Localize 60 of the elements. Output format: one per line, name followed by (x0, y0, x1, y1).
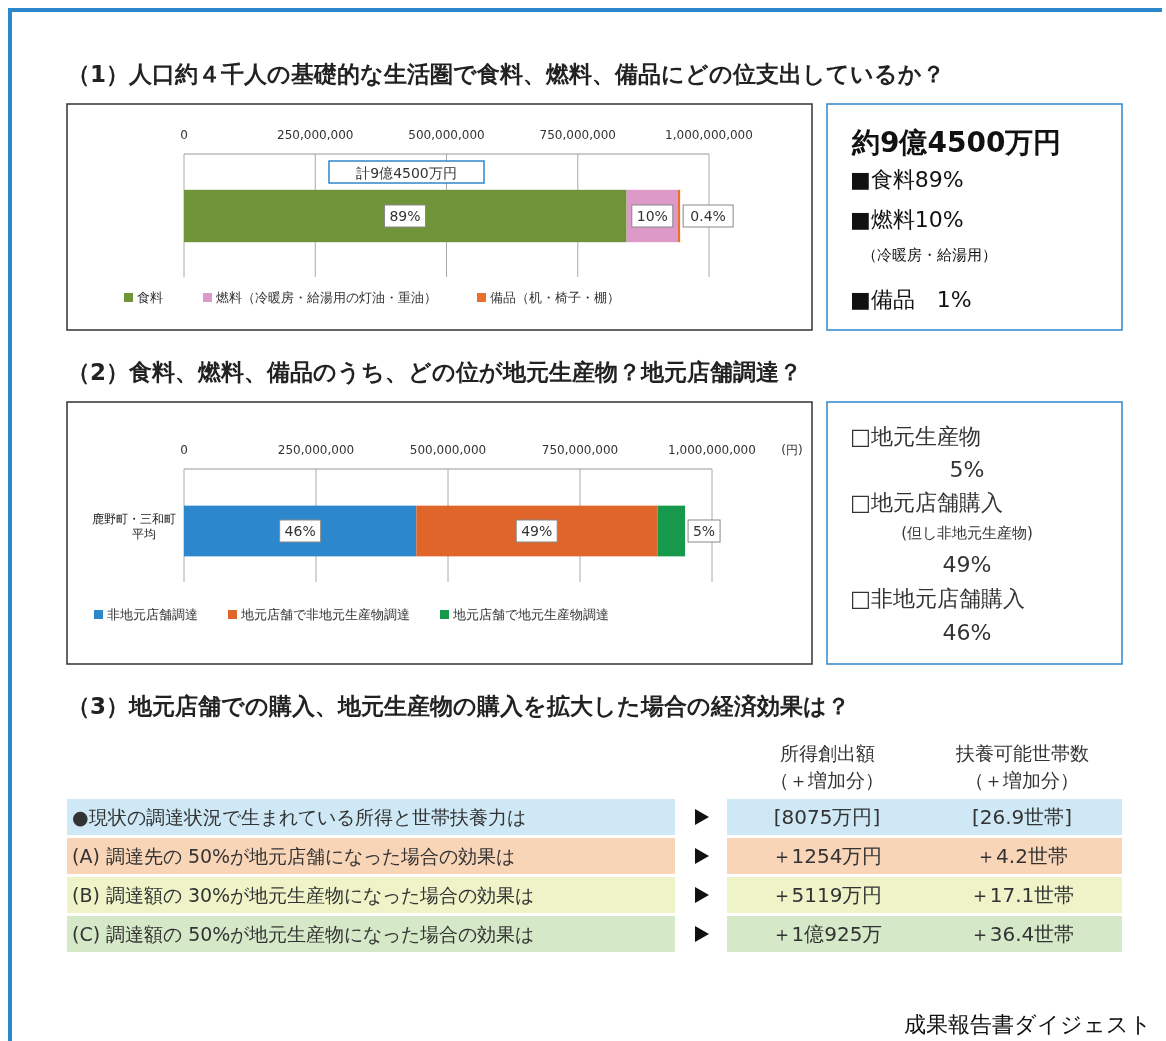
x-tick-label: 0 (180, 443, 188, 457)
category-label: 扶養可能世帯数（＋増加分） (954, 742, 1089, 791)
text: ＋17.1世帯 (969, 883, 1075, 907)
x-tick-label: 1,000,000,000 (668, 443, 756, 457)
x-tick-label: 1,000,000,000 (665, 128, 753, 142)
text: 49% (942, 552, 992, 577)
y-tick-label: 鹿野町・三和町平均 (92, 512, 176, 541)
bar (184, 505, 417, 557)
annotation: 49% (521, 523, 553, 539)
text: ■燃料10% (850, 207, 964, 232)
text: ＋1254万円 (771, 844, 883, 868)
legend-label: 備品（机・椅子・棚） (490, 290, 620, 305)
text: ■食料89% (850, 167, 964, 192)
text: □非地元店舗購入 (850, 586, 1025, 611)
text: □地元店舗購入 (850, 490, 1003, 515)
legend-label: 燃料（冷暖房・給湯用の灯油・重油） (216, 290, 437, 305)
text: ＋5119万円 (771, 883, 883, 907)
category-label: (A) 調達先の 50%が地元店舗になった場合の効果は (72, 845, 516, 867)
category-label: (B) 調達額の 30%が地元生産物になった場合の効果は (72, 884, 535, 906)
annotation: 計9億4500万円 (356, 165, 457, 181)
annotation: 10% (636, 208, 668, 224)
text: 5% (949, 457, 985, 482)
text: ＋36.4世帯 (969, 922, 1075, 946)
category-label: ●現状の調達状況で生まれている所得と世帯扶養力は (72, 806, 526, 828)
annotation: 89% (389, 208, 421, 224)
text: [26.9世帯] (971, 805, 1073, 829)
x-tick-label: 500,000,000 (409, 443, 487, 457)
annotation: 0.4% (690, 208, 726, 224)
bar (678, 189, 681, 243)
text: ＋4.2世帯 (976, 844, 1068, 868)
legend-label: 地元店舗で非地元生産物調達 (240, 607, 410, 622)
text: [8075万円] (773, 805, 881, 829)
text: □地元生産物 (850, 424, 981, 449)
chart-title: （2）食料、燃料、備品のうち、どの位が地元生産物？地元店舗調達？ (67, 359, 803, 385)
text: （冷暖房・給湯用） (862, 246, 997, 264)
annotation: 46% (284, 523, 316, 539)
bar (657, 505, 686, 557)
text: ＋1億925万 (771, 922, 883, 946)
legend-label: 食料 (137, 290, 163, 305)
category-label: 所得創出額（＋増加分） (770, 742, 884, 791)
text: (但し非地元生産物) (901, 524, 1033, 542)
x-axis-title: (円) (781, 443, 803, 457)
bar (184, 189, 627, 243)
legend-label: 非地元店舗調達 (107, 607, 198, 622)
x-tick-label: 250,000,000 (277, 128, 354, 142)
chart-title: （1）人口約４千人の基礎的な生活圏で食料、燃料、備品にどの位支出しているか？ (67, 61, 946, 87)
text: 46% (942, 620, 992, 645)
annotation: 5% (692, 523, 716, 539)
legend-label: 地元店舗で地元生産物調達 (452, 607, 609, 622)
x-tick-label: 750,000,000 (541, 443, 619, 457)
text: （3）地元店舗での購入、地元生産物の購入を拡大した場合の経済効果は？ (67, 693, 851, 719)
bar (416, 505, 658, 557)
x-tick-label: 500,000,000 (408, 128, 485, 142)
x-tick-label: 750,000,000 (539, 128, 616, 142)
text: ■備品 1% (850, 287, 972, 312)
text: 約9億4500万円 (851, 126, 1062, 159)
text: 成果報告書ダイジェスト (904, 1012, 1152, 1037)
category-label: (C) 調達額の 50%が地元生産物になった場合の効果は (72, 923, 535, 945)
x-tick-label: 0 (180, 128, 188, 142)
x-tick-label: 250,000,000 (277, 443, 355, 457)
